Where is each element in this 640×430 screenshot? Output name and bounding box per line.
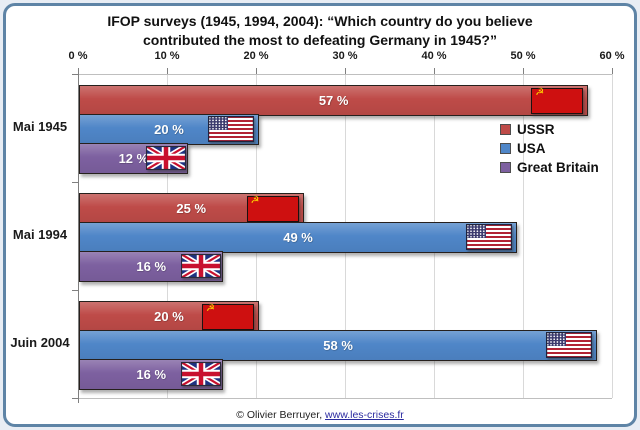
ussr-flag-icon: ☭: [202, 302, 254, 330]
bar-ussr: 57 % ☭: [79, 85, 589, 116]
chart-title: IFOP surveys (1945, 1994, 2004): “Which …: [6, 12, 634, 50]
x-axis-tick-label: 40 %: [421, 50, 447, 62]
legend-label-ussr: USSR: [517, 122, 555, 137]
usa-flag-icon: [545, 331, 593, 358]
legend-swatch-usa: [500, 143, 511, 154]
x-gridline: [612, 74, 613, 398]
ussr-flag-icon: ☭: [531, 86, 584, 114]
legend: USSR USA Great Britain: [500, 122, 599, 179]
x-gridline: [523, 74, 524, 398]
bar-ussr: 20 % ☭: [79, 301, 259, 332]
value-label: 57 %: [318, 93, 349, 108]
usa-flag-icon: [207, 115, 255, 142]
category-axis-tick: [72, 398, 78, 399]
value-label: 49 %: [283, 230, 313, 245]
hammer-sickle-glyph: ☭: [535, 86, 545, 98]
bar-ussr: 25 % ☭: [79, 193, 304, 224]
legend-item-great-britain: Great Britain: [500, 160, 599, 175]
hammer-sickle-glyph: ☭: [206, 302, 215, 314]
chart-frame: IFOP surveys (1945, 1994, 2004): “Which …: [3, 3, 637, 427]
usa-flag-icon: [465, 223, 513, 250]
x-axis-tick-label: 50 %: [510, 50, 536, 62]
uk-flag-icon: [179, 251, 223, 280]
x-axis-tick-label: 20 %: [243, 50, 269, 62]
bar-usa: 49 %: [79, 222, 518, 253]
plot-area: 0 % 10 % 20 % 30 % 40 % 50 % 60 % Mai 1945 57 % ☭…: [6, 6, 634, 424]
value-label: 20 %: [154, 122, 184, 137]
x-axis-tick-label: 60 %: [599, 50, 625, 62]
uk-flag-icon: [144, 143, 188, 172]
hammer-sickle-glyph: ☭: [250, 194, 260, 206]
x-axis-tick: [523, 68, 524, 74]
value-label: 58 %: [323, 338, 353, 353]
bar-usa: 58 %: [79, 330, 598, 361]
x-axis-tick: [345, 68, 346, 74]
ussr-flag-icon: ☭: [246, 194, 299, 222]
x-axis-tick-label: 30 %: [332, 50, 358, 62]
category-axis-tick: [72, 182, 78, 183]
legend-item-ussr: USSR: [500, 122, 599, 137]
bar-great-britain: 16 %: [79, 359, 224, 390]
x-axis-tick-label: 10 %: [154, 50, 180, 62]
category-axis-end-tick: [78, 398, 79, 403]
plot-top-border: [78, 74, 612, 75]
value-label: 16 %: [136, 367, 167, 382]
value-label: 12 %: [118, 151, 149, 166]
category-axis-tick: [72, 290, 78, 291]
legend-label-usa: USA: [517, 141, 546, 156]
legend-item-usa: USA: [500, 141, 599, 156]
chart-title-line2: contributed the most to defeating German…: [143, 31, 497, 48]
uk-flag-icon: [179, 359, 223, 388]
legend-swatch-ussr: [500, 124, 511, 135]
category-label-mai-1945: Mai 1945: [12, 119, 68, 134]
footer: © Olivier Berruyer, www.les-crises.fr: [6, 409, 634, 421]
value-label: 20 %: [154, 309, 184, 324]
chart-title-line1: IFOP surveys (1945, 1994, 2004): “Which …: [107, 13, 533, 29]
legend-swatch-great-britain: [500, 162, 511, 173]
bar-usa: 20 %: [79, 114, 259, 145]
x-axis-tick: [78, 68, 79, 74]
x-axis-tick: [167, 68, 168, 74]
category-label-mai-1994: Mai 1994: [12, 227, 68, 242]
x-axis-tick: [434, 68, 435, 74]
plot-bottom-border: [78, 398, 612, 399]
bar-great-britain: 16 %: [79, 251, 224, 282]
legend-label-great-britain: Great Britain: [517, 160, 599, 175]
category-axis-tick: [72, 74, 78, 75]
value-label: 25 %: [176, 201, 207, 216]
category-label-juin-2004: Juin 2004: [10, 335, 70, 350]
value-label: 16 %: [136, 259, 167, 274]
x-axis-tick-label: 0 %: [68, 50, 88, 62]
les-crises-link[interactable]: www.les-crises.fr: [325, 409, 404, 421]
x-axis-tick: [256, 68, 257, 74]
x-axis-tick: [612, 68, 613, 74]
bar-great-britain: 12 %: [79, 143, 188, 174]
copyright-text: © Olivier Berruyer,: [236, 409, 326, 421]
category-axis-line: [78, 74, 79, 398]
